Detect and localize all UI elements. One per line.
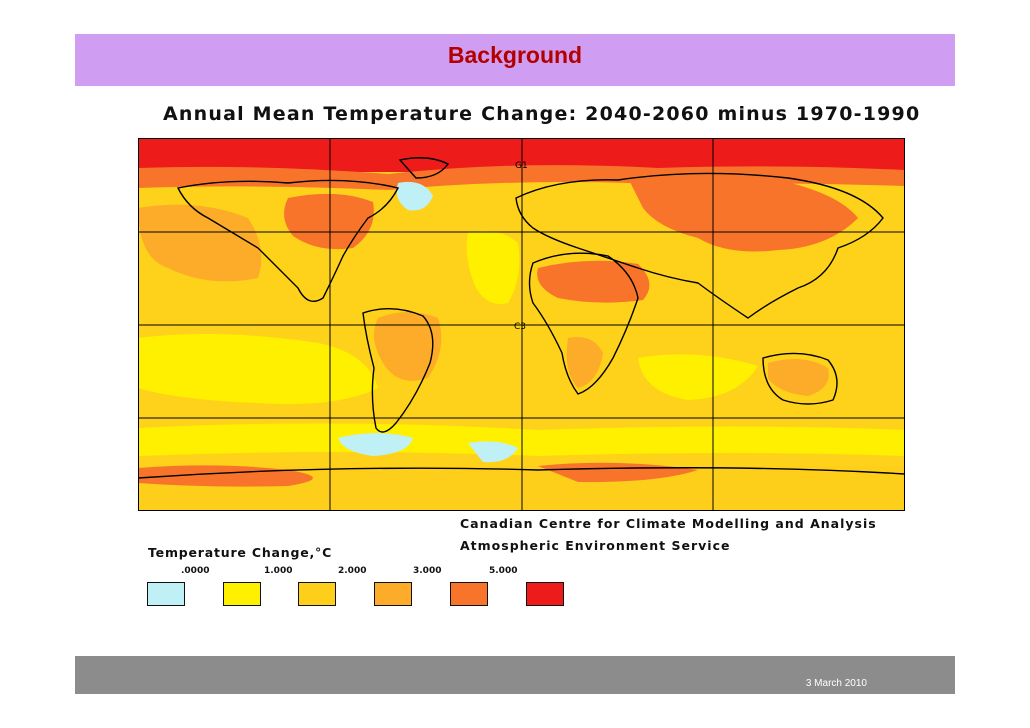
north-atlantic-yellow xyxy=(466,230,520,304)
africa-outline xyxy=(528,252,639,395)
southern-africa-warming xyxy=(566,337,603,388)
legend-swatch-3 xyxy=(374,582,412,606)
map-gridlines xyxy=(138,138,905,511)
slide-title: Background xyxy=(447,42,583,68)
legend-title: Temperature Change,°C xyxy=(148,545,333,560)
legend-tick-3: 3.000 xyxy=(413,566,442,576)
south-america-outline xyxy=(362,308,434,433)
world-map-svg: G1 C3 xyxy=(138,138,905,511)
temperature-change-map: G1 C3 xyxy=(138,138,905,511)
legend-tick-2: 2.000 xyxy=(338,566,367,576)
legend-swatch-1 xyxy=(223,582,261,606)
eurasia-outline xyxy=(515,172,884,319)
north-america-outline xyxy=(176,179,400,302)
continent-outlines xyxy=(138,157,905,479)
canada-warming xyxy=(284,193,374,250)
sahara-warming xyxy=(537,260,650,303)
legend-tick-1: 1.000 xyxy=(264,566,293,576)
indian-ocean-yellow xyxy=(638,354,758,400)
legend-tick-4: 5.000 xyxy=(489,566,518,576)
south-america-warming xyxy=(374,312,442,381)
footer-bar: 3 March 2010 xyxy=(75,656,955,694)
credit-line-1: Canadian Centre for Climate Modelling an… xyxy=(460,516,877,531)
legend-swatch-0 xyxy=(147,582,185,606)
north-atlantic-cool-patch xyxy=(396,181,433,211)
footer-date: 3 March 2010 xyxy=(805,678,867,689)
legend-tick-0: .0000 xyxy=(181,566,210,576)
australia-outline xyxy=(762,352,838,405)
south-atlantic-cool-patch xyxy=(468,441,518,463)
legend-swatch-4 xyxy=(450,582,488,606)
grid-label-c3: C3 xyxy=(514,322,526,332)
grid-label-g1: G1 xyxy=(515,161,528,171)
map-title: Annual Mean Temperature Change: 2040-206… xyxy=(163,103,921,125)
legend-swatch-2 xyxy=(298,582,336,606)
slide-title-bar: Background xyxy=(75,34,955,86)
australia-warming xyxy=(768,359,829,396)
credit-line-2: Atmospheric Environment Service xyxy=(460,538,731,553)
north-pacific-warming xyxy=(138,204,262,282)
legend-swatch-5 xyxy=(526,582,564,606)
map-border xyxy=(138,138,905,511)
greenland-outline xyxy=(398,157,450,179)
antarctica-outline xyxy=(138,467,905,479)
south-pacific-yellow xyxy=(138,334,378,404)
drake-passage-cool-patch xyxy=(338,433,413,456)
